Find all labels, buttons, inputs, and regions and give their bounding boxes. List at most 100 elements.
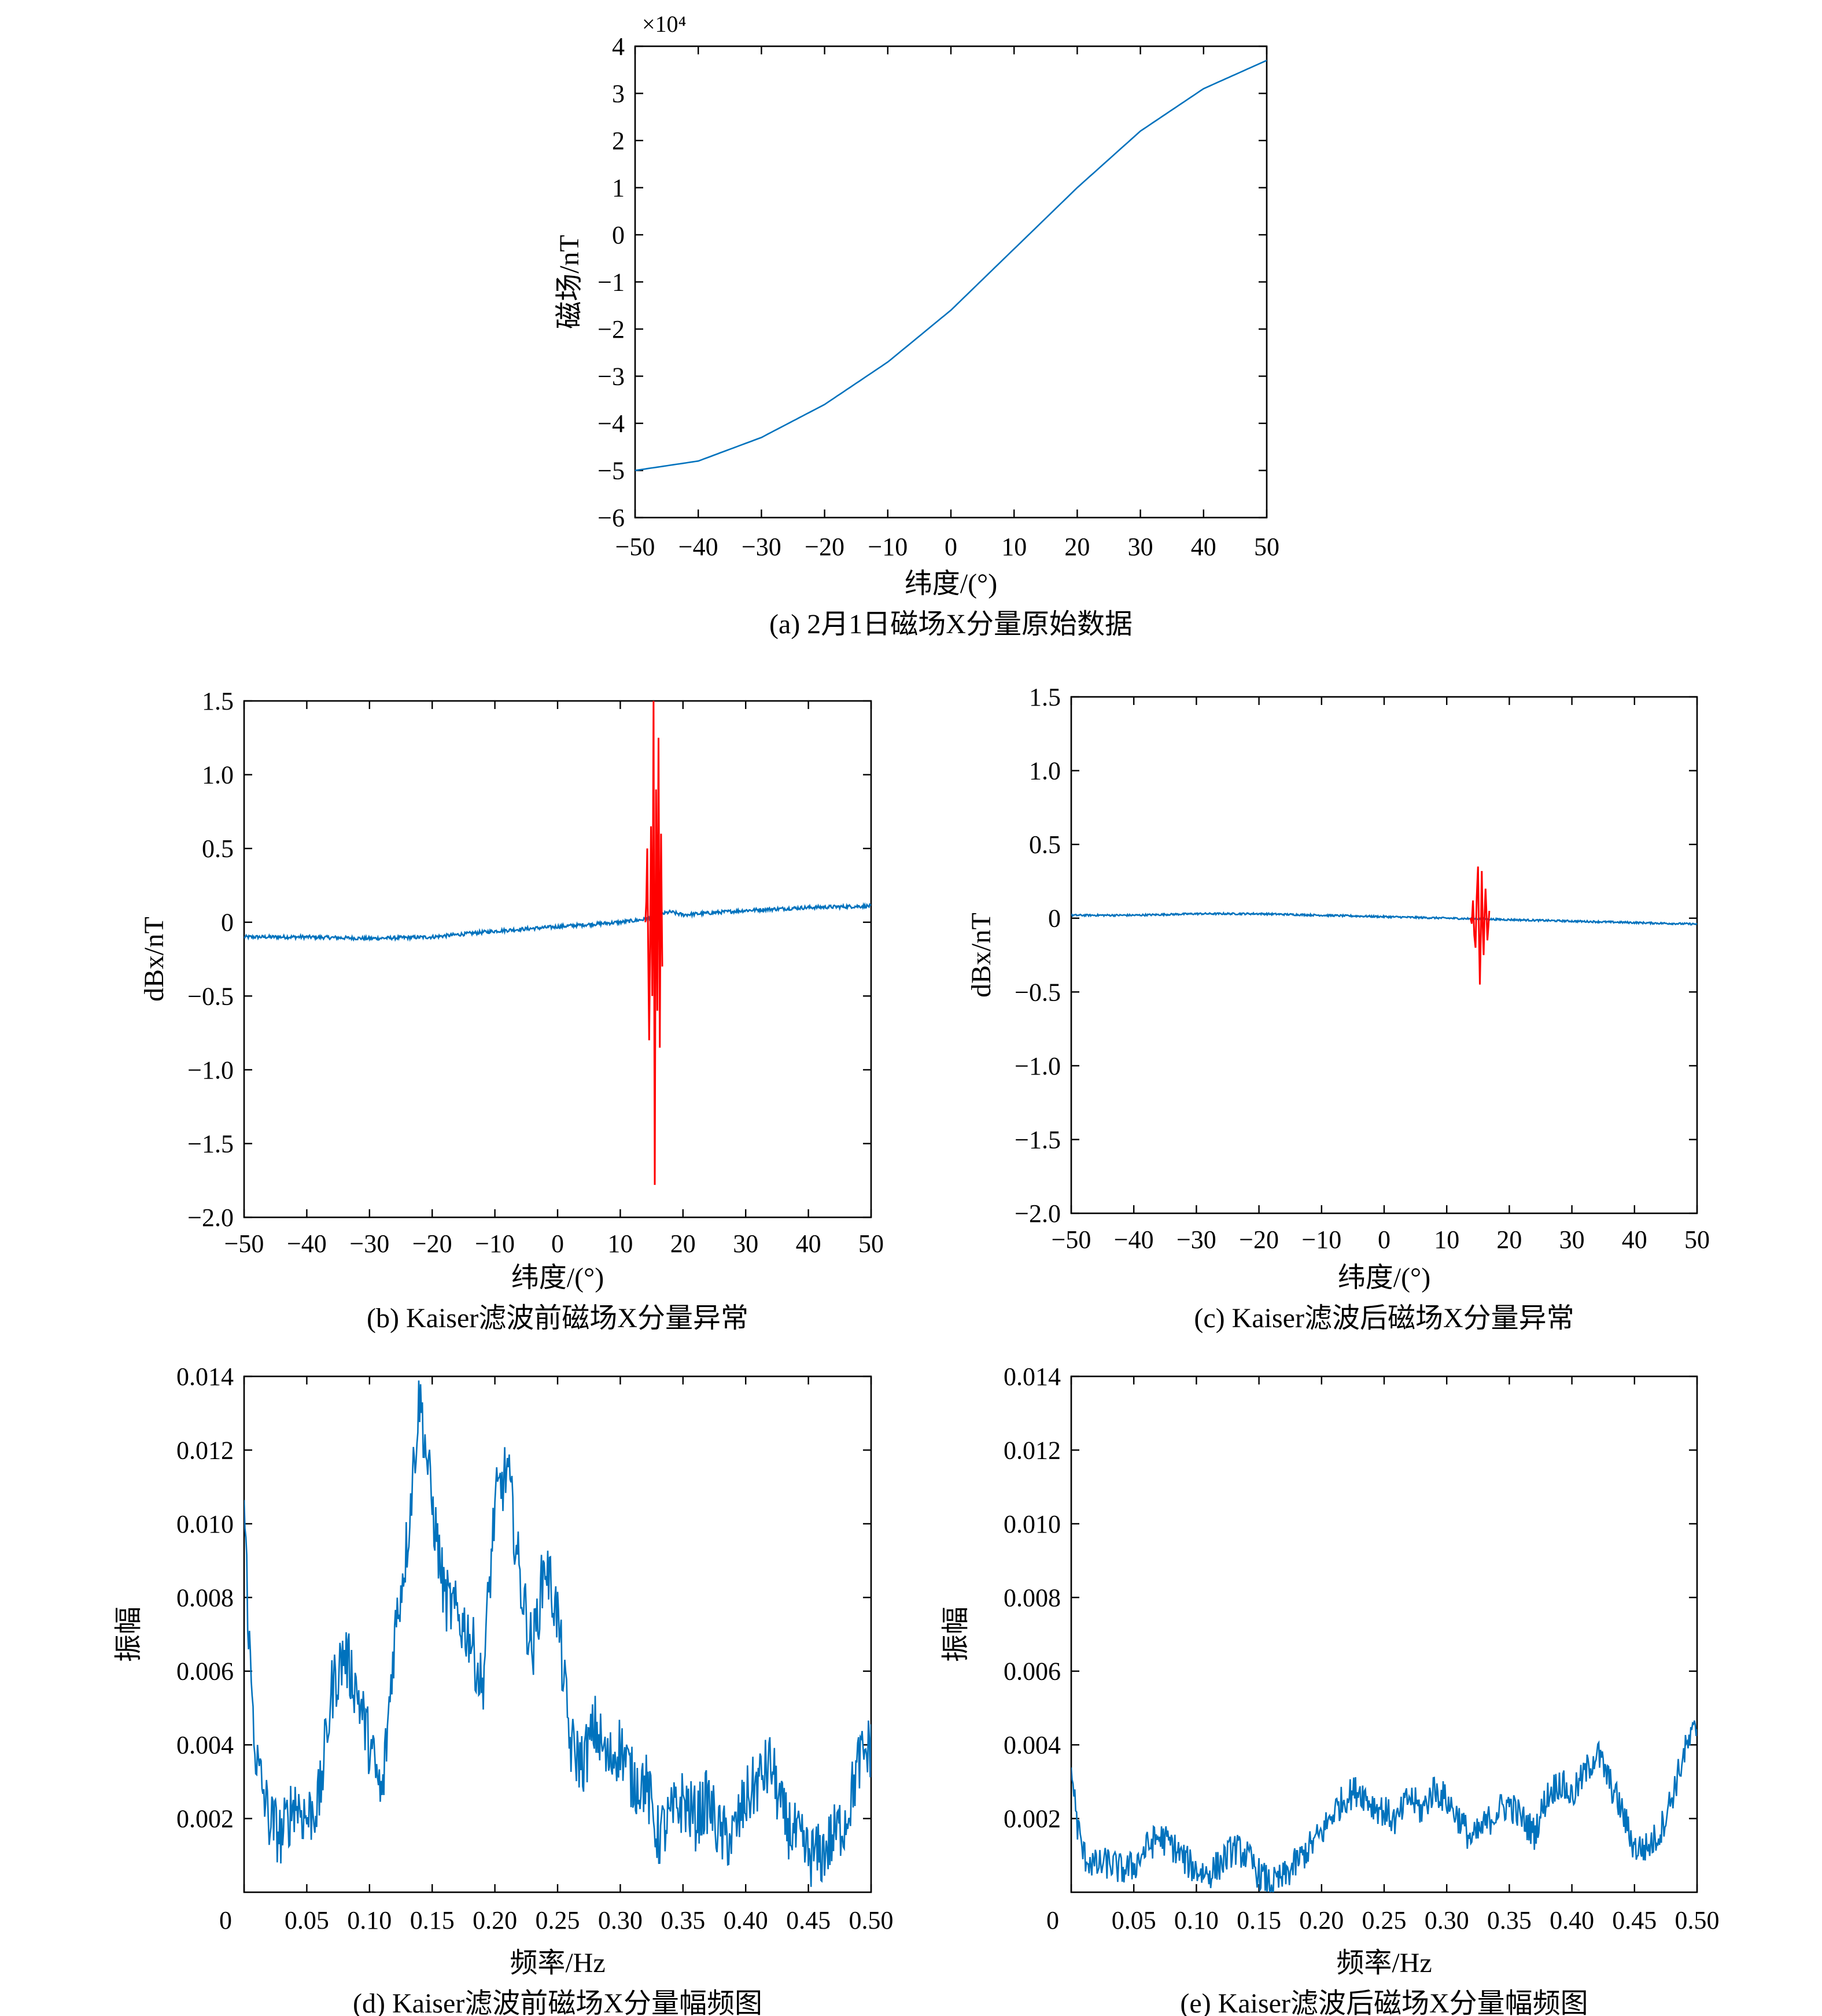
panel-d: 0 0.05 0.10 0.15 0.20 0.25 0.30 0.35 0.40 0.45 0.5… <box>113 1363 894 2016</box>
x-tick-label: 0.50 <box>849 1906 894 1934</box>
y-tick-label: 3 <box>612 80 625 108</box>
y-tick-label: −1.0 <box>187 1056 234 1084</box>
x-tick-label: −50 <box>615 533 655 561</box>
x-tick-label: −10 <box>475 1229 515 1258</box>
series-line <box>244 1380 871 1887</box>
x-tick-label: 0 <box>219 1906 232 1934</box>
x-tick-label: 0.20 <box>473 1906 517 1934</box>
y-tick-label: 0.010 <box>1004 1510 1061 1538</box>
x-tick-label: −10 <box>868 533 908 561</box>
panel-caption: (d) Kaiser滤波前磁场X分量幅频图 <box>353 1988 762 2016</box>
x-tick-label: 10 <box>1434 1225 1459 1254</box>
x-tick-label: 0.50 <box>1675 1906 1720 1934</box>
y-axis-label: 振幅 <box>113 1607 144 1662</box>
x-tick-label: 0.25 <box>536 1906 580 1934</box>
y-axis-label: 振幅 <box>940 1607 971 1662</box>
series-line <box>1071 1720 1697 1892</box>
anomaly-line <box>1469 866 1491 985</box>
y-tick-label: 0.002 <box>176 1805 234 1833</box>
x-tick-label: −40 <box>678 533 718 561</box>
y-tick-label: 0.010 <box>176 1510 234 1538</box>
x-tick-label: 10 <box>607 1229 633 1258</box>
x-tick-label: 0.15 <box>410 1906 455 1934</box>
x-tick-label: 20 <box>1496 1225 1522 1254</box>
y-tick-label: 0.014 <box>1004 1363 1061 1391</box>
y-tick-label: 0.006 <box>176 1657 234 1686</box>
y-tick-label: 0.006 <box>1004 1657 1061 1686</box>
y-tick-label: −2.0 <box>187 1203 234 1232</box>
x-tick-label: −50 <box>1052 1225 1091 1254</box>
x-tick-label: 10 <box>1001 533 1027 561</box>
y-tick-label: 1.0 <box>1029 757 1061 785</box>
x-tick-label: 40 <box>796 1229 821 1258</box>
x-tick-label: 20 <box>1064 533 1090 561</box>
y-tick-label: 0.012 <box>1004 1436 1061 1464</box>
y-tick-label: 4 <box>612 32 625 61</box>
y-tick-label: 0.012 <box>176 1436 234 1464</box>
panel-caption: (c) Kaiser滤波后磁场X分量异常 <box>1194 1303 1574 1334</box>
x-tick-label: 30 <box>733 1229 758 1258</box>
x-tick-label: 0.25 <box>1362 1906 1407 1934</box>
x-tick-label: 0.30 <box>1425 1906 1469 1934</box>
panel-b: −50 −40 −30 −20 −10 0 10 20 30 40 50 −2.0 −1.5 −1.0 −0… <box>139 687 884 1334</box>
x-tick-label: −30 <box>1176 1225 1216 1254</box>
y-tick-label: 2 <box>612 127 625 155</box>
x-tick-label: 40 <box>1191 533 1216 561</box>
y-tick-label: 1.5 <box>202 687 234 715</box>
x-tick-label: 0.20 <box>1299 1906 1344 1934</box>
x-tick-label: 0 <box>551 1229 564 1258</box>
y-tick-label: 0.5 <box>202 835 234 863</box>
x-tick-label: −20 <box>412 1229 452 1258</box>
y-tick-label: −4 <box>598 409 625 438</box>
x-tick-label: −10 <box>1301 1225 1341 1254</box>
y-tick-label: −1.5 <box>187 1129 234 1158</box>
x-tick-label: 0.40 <box>724 1906 768 1934</box>
panel-caption: (a) 2月1日磁场X分量原始数据 <box>769 609 1133 640</box>
series-line <box>1071 911 1697 926</box>
plot-frame <box>243 700 872 1219</box>
y-tick-label: −1.0 <box>1015 1052 1061 1080</box>
y-axis-label: dBx/nT <box>139 917 169 1002</box>
y-tick-label: 1 <box>612 174 625 202</box>
x-tick-label: −20 <box>805 533 844 561</box>
y-tick-label: 0 <box>221 909 234 937</box>
panel-c: −50 −40 −30 −20 −10 0 10 20 30 40 50 −2.0 −1.5 −1.0 −0… <box>966 683 1710 1334</box>
x-tick-label: −30 <box>742 533 781 561</box>
y-axis-label: 磁场/nT <box>554 235 585 329</box>
x-tick-label: 30 <box>1559 1225 1585 1254</box>
y-tick-label: −5 <box>598 457 625 485</box>
x-tick-label: 0.10 <box>1174 1906 1219 1934</box>
x-tick-label: 0 <box>1046 1906 1059 1934</box>
x-axis-label: 纬度/(°) <box>1338 1262 1431 1293</box>
y-tick-label: −1 <box>598 268 625 297</box>
x-tick-label: 50 <box>858 1229 884 1258</box>
y-tick-label: −2.0 <box>1015 1199 1061 1228</box>
x-tick-label: 0.15 <box>1237 1906 1281 1934</box>
axis-multiplier: ×10⁴ <box>642 11 687 37</box>
y-tick-label: 1.0 <box>202 761 234 789</box>
x-tick-label: 50 <box>1254 533 1279 561</box>
y-tick-label: 0 <box>612 221 625 249</box>
x-axis-label: 频率/Hz <box>510 1948 605 1978</box>
x-axis-label: 频率/Hz <box>1336 1948 1432 1978</box>
x-tick-label: 0 <box>1378 1225 1391 1254</box>
x-tick-label: 0.05 <box>1112 1906 1156 1934</box>
y-tick-label: 0.5 <box>1029 830 1061 859</box>
x-tick-label: 30 <box>1128 533 1153 561</box>
x-tick-label: 0.35 <box>1487 1906 1532 1934</box>
y-tick-label: −0.5 <box>187 982 234 1010</box>
x-tick-label: 0.45 <box>786 1906 831 1934</box>
y-axis-label: dBx/nT <box>966 913 997 998</box>
y-tick-label: −6 <box>598 504 625 532</box>
y-tick-label: −0.5 <box>1015 978 1061 1006</box>
x-tick-label: −40 <box>287 1229 327 1258</box>
y-tick-label: 0.002 <box>1004 1805 1061 1833</box>
y-tick-label: −3 <box>598 363 625 391</box>
x-tick-label: 0.40 <box>1550 1906 1594 1934</box>
x-tick-label: −40 <box>1114 1225 1154 1254</box>
panel-caption: (b) Kaiser滤波前磁场X分量异常 <box>367 1303 748 1334</box>
x-tick-label: 0 <box>945 533 957 561</box>
series-line <box>635 60 1267 471</box>
panel-caption: (e) Kaiser滤波后磁场X分量幅频图 <box>1180 1988 1588 2016</box>
